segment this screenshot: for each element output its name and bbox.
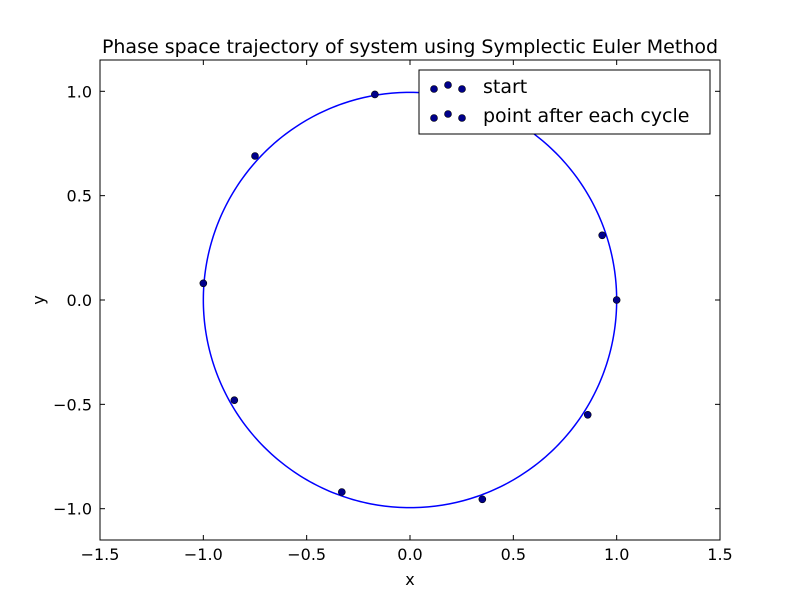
y-axis-label: y [29,295,48,304]
y-tick-label: 0.0 [67,291,92,310]
cycle-point [583,410,592,419]
legend-box [418,69,711,135]
x-tick-label: 1.0 [604,545,629,564]
ticks-layer: −1.5 −1.0 −0.5 0.0 0.5 1.0 1.5 −1.0 −0.5 0.0 0.5 1.… [53,60,733,564]
legend-marker-cycle [444,110,452,118]
legend: start point after each cycle [418,69,711,135]
cycle-point [371,90,379,99]
cycle-point [230,396,239,404]
x-tick-label: −0.5 [287,545,326,564]
legend-label-start: start [483,76,527,98]
start-point [612,296,621,304]
y-tick-label: 1.0 [67,82,92,101]
x-tick-label: 0.0 [397,545,422,564]
chart-title: Phase space trajectory of system using S… [102,36,718,58]
legend-marker-start [430,85,438,93]
cycle-point [251,152,259,160]
cycle-point [199,279,208,288]
x-tick-label: −1.0 [184,545,223,564]
x-tick-label: −1.5 [81,545,120,564]
y-tick-label: −0.5 [53,395,92,414]
cycle-point [337,488,346,496]
x-tick-label: 0.5 [501,545,526,564]
x-tick-label: 1.5 [707,545,732,564]
points-layer [199,90,621,504]
legend-label-cycle-points: point after each cycle [483,105,689,127]
legend-marker-cycle [430,114,438,122]
legend-marker-cycle [458,114,466,122]
legend-marker-start [458,85,466,93]
y-tick-label: −1.0 [53,500,92,519]
legend-marker-start [444,81,452,89]
legend-markers [430,81,466,122]
y-tick-label: 0.5 [67,187,92,206]
cycle-point [478,495,487,504]
x-axis-label: x [405,570,414,589]
cycle-point [598,231,607,240]
